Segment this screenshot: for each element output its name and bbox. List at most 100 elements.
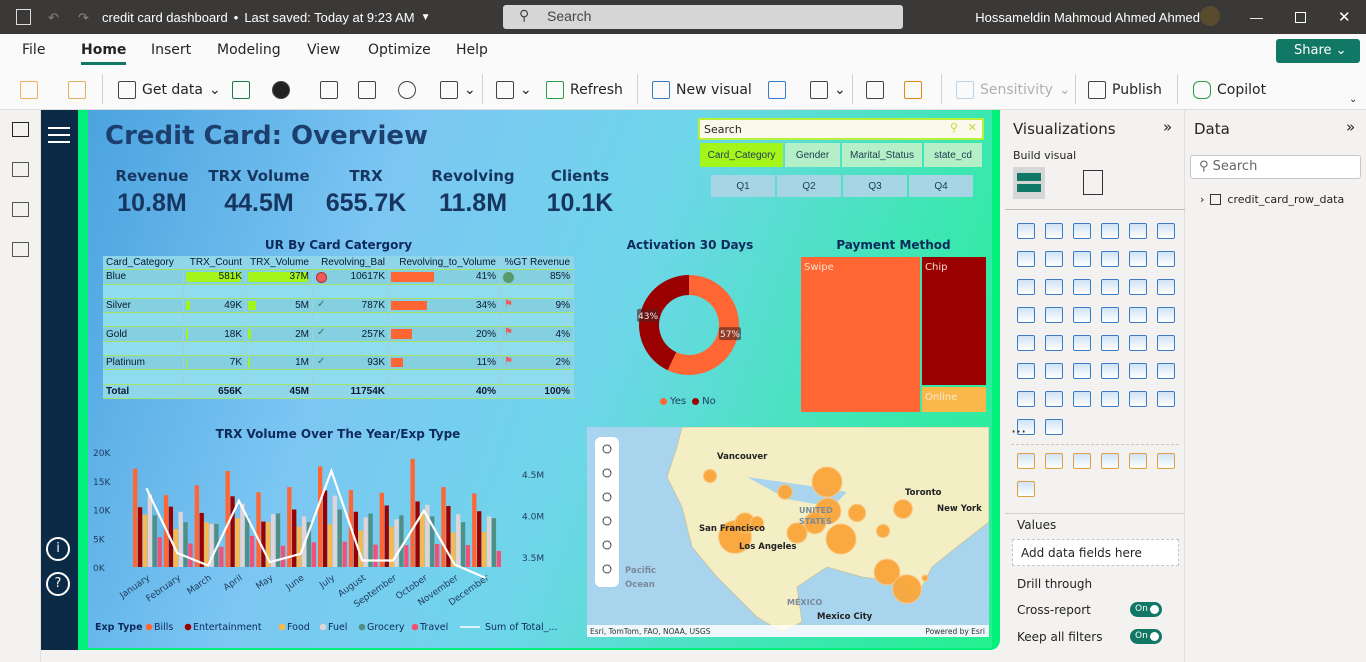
area-visual-icon[interactable]: [1045, 251, 1063, 267]
chevron-down-icon[interactable]: ▼: [420, 12, 431, 23]
slicer-field-gender[interactable]: Gender: [785, 143, 840, 167]
map-bubble[interactable]: [921, 574, 929, 582]
bar-fuel-september[interactable]: [394, 519, 399, 567]
quarter-q3[interactable]: Q3: [843, 175, 907, 197]
custom-bars-visual-icon[interactable]: [1017, 481, 1035, 497]
person-icon[interactable]: [602, 564, 612, 574]
grid-icon[interactable]: [602, 468, 612, 478]
sql-button[interactable]: [320, 81, 338, 99]
map-bubble[interactable]: [893, 499, 913, 519]
new-measure-button[interactable]: [866, 81, 884, 99]
bar-bills-april[interactable]: [225, 470, 230, 567]
custom-123-visual-icon[interactable]: [1101, 453, 1119, 469]
bar-bills-june[interactable]: [287, 487, 292, 567]
narrative-visual-icon[interactable]: [1129, 363, 1147, 379]
legend-item[interactable]: Fuel: [328, 622, 347, 633]
tab-file[interactable]: File: [22, 42, 46, 58]
100-bar-visual-icon[interactable]: [1129, 223, 1147, 239]
bar-bills-december[interactable]: [472, 493, 477, 567]
slicer-search-input[interactable]: Search ⚲ ✕: [698, 118, 984, 140]
undo-icon[interactable]: ↶: [48, 10, 59, 25]
layers-icon[interactable]: [602, 444, 612, 454]
table-row[interactable]: Platinum 7K 1M ✓ 93K 11% ⚑ 2%: [103, 356, 574, 371]
bar-bills-may[interactable]: [256, 492, 261, 567]
clustered-bar-visual-icon[interactable]: [1073, 223, 1091, 239]
slicer-field-card-category[interactable]: Card_Category: [700, 143, 783, 167]
bar-grocery-december[interactable]: [491, 518, 497, 567]
matrix-visual-icon[interactable]: [1129, 335, 1147, 351]
map-bubble[interactable]: [892, 574, 922, 604]
card-visual-icon[interactable]: [1157, 307, 1175, 323]
enter-data-button[interactable]: [358, 81, 376, 99]
gauge-visual-icon[interactable]: [1129, 307, 1147, 323]
legend-item[interactable]: Travel: [419, 622, 448, 633]
bar-fuel-march[interactable]: [209, 523, 214, 567]
metrics-slicer-visual-icon[interactable]: [1073, 391, 1091, 407]
bar-entertainment-september[interactable]: [384, 505, 389, 567]
custom-tiles-visual-icon[interactable]: [1073, 453, 1091, 469]
tab-optimize[interactable]: Optimize: [368, 42, 431, 58]
new-visual-button[interactable]: New visual: [652, 81, 752, 99]
collapse-ribbon-icon[interactable]: ⌄: [1349, 94, 1358, 105]
bar-food-april[interactable]: [235, 518, 240, 567]
recent-sources-button[interactable]: ⌄: [440, 81, 476, 99]
pie-visual-icon[interactable]: [1129, 279, 1147, 295]
search-visual-icon[interactable]: [1017, 419, 1035, 435]
values-drop-zone[interactable]: Add data fields here: [1012, 539, 1179, 566]
select-icon[interactable]: [602, 492, 612, 502]
map-visual-icon[interactable]: [1045, 307, 1063, 323]
bar-entertainment-july[interactable]: [322, 490, 328, 567]
bar-travel-september[interactable]: [404, 545, 409, 567]
publish-button[interactable]: Publish: [1088, 81, 1162, 99]
excel-button[interactable]: [232, 81, 250, 99]
quarter-q4[interactable]: Q4: [909, 175, 973, 197]
treemap-swipe[interactable]: Swipe: [801, 257, 920, 412]
clear-icon[interactable]: ✕: [967, 121, 977, 134]
onelake-button[interactable]: [272, 81, 290, 99]
tab-help[interactable]: Help: [456, 42, 488, 58]
table-view-icon[interactable]: [12, 162, 29, 177]
custom-sparkline-visual-icon[interactable]: [1157, 453, 1175, 469]
close-icon[interactable]: ✕: [1338, 9, 1351, 26]
funnel-visual-icon[interactable]: [1073, 279, 1091, 295]
cross-report-toggle[interactable]: On: [1130, 602, 1162, 617]
bar-travel-june[interactable]: [311, 542, 316, 567]
blank-row[interactable]: [103, 341, 574, 357]
legend-item[interactable]: Sum of Total_...: [485, 622, 558, 633]
quick-measure-button[interactable]: [904, 81, 922, 99]
transform-data-button[interactable]: ⌄: [496, 81, 532, 99]
bar-food-october[interactable]: [420, 513, 425, 567]
bar-travel-may[interactable]: [280, 545, 286, 567]
bar-grocery-november[interactable]: [460, 522, 466, 567]
paste-button[interactable]: [20, 81, 38, 99]
model-view-icon[interactable]: [12, 202, 29, 217]
collapse-data-icon[interactable]: »: [1346, 118, 1356, 136]
maximize-icon[interactable]: [1295, 12, 1306, 23]
slicer-visual-icon[interactable]: [1073, 335, 1091, 351]
map-bubble[interactable]: [875, 523, 891, 539]
table-header[interactable]: Card_Category TRX_Count TRX_Volume Revolvin…: [103, 256, 574, 271]
line-visual-icon[interactable]: [1017, 251, 1035, 267]
decomposition-tree-visual-icon[interactable]: [1073, 363, 1091, 379]
bar-travel-january[interactable]: [157, 537, 162, 567]
metrics-card-visual-icon[interactable]: [1045, 391, 1063, 407]
saved-status[interactable]: Last saved: Today at 9:23 AM: [244, 10, 415, 25]
map-bubble[interactable]: [847, 503, 867, 523]
redo-icon[interactable]: ↷: [78, 10, 89, 25]
line-column-visual-icon[interactable]: [1129, 251, 1147, 267]
table-total-row[interactable]: Total 656K 45M 11754K 40% 100%: [103, 384, 574, 399]
bar-food-september[interactable]: [389, 526, 394, 567]
copilot-button[interactable]: Copilot: [1193, 81, 1266, 99]
clustered-column-visual-icon[interactable]: [1101, 223, 1119, 239]
bar-fuel-february[interactable]: [178, 511, 183, 567]
data-search-input[interactable]: ⚲ Search: [1190, 155, 1361, 179]
more-visuals-button[interactable]: ⌄: [810, 81, 846, 99]
legend-item[interactable]: Grocery: [367, 622, 405, 633]
text-box-button[interactable]: [768, 81, 786, 99]
bar-fuel-august[interactable]: [363, 517, 368, 567]
minimize-icon[interactable]: —: [1250, 10, 1263, 25]
map-bubble[interactable]: [873, 558, 901, 586]
get-data-button[interactable]: Get data ⌄: [118, 81, 221, 99]
azure-map-visual-icon[interactable]: [1101, 307, 1119, 323]
bar-entertainment-october[interactable]: [415, 501, 420, 567]
